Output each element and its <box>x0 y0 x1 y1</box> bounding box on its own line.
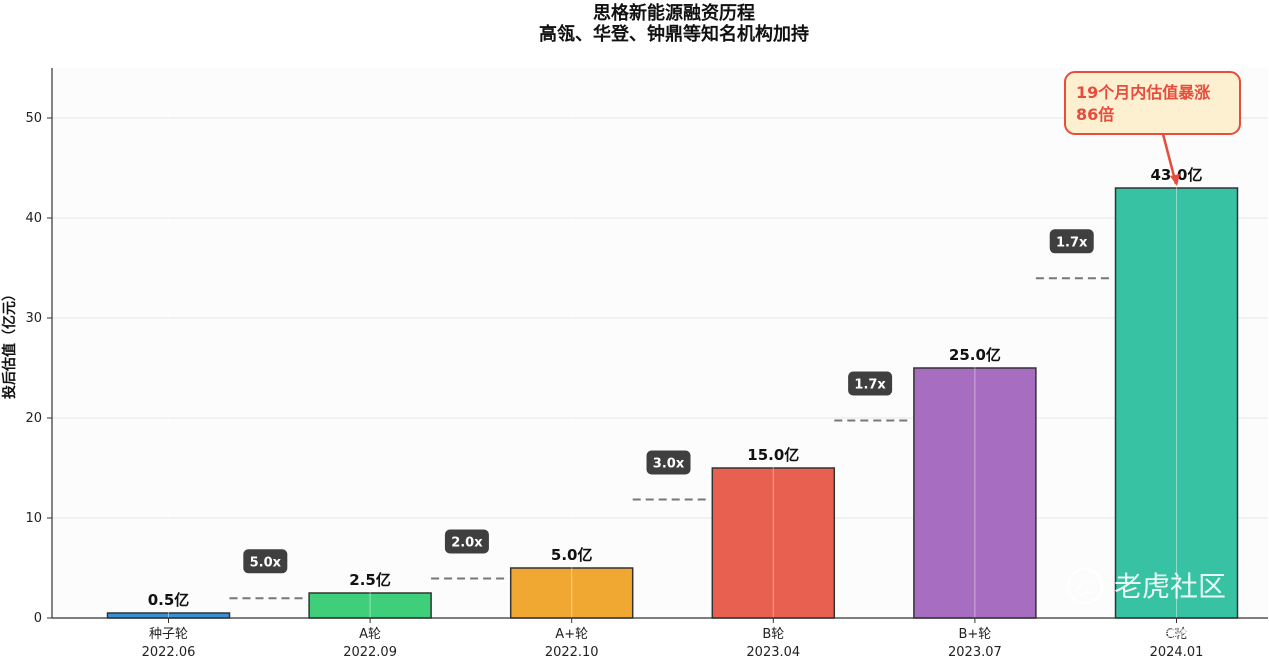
annotation-line-1: 19个月内估值暴涨 <box>1076 83 1210 102</box>
bars <box>106 187 1239 619</box>
annotation-line-2: 86倍 <box>1076 105 1114 124</box>
multiplier-badges: 5.0x 2.0x 3.0x 1.7x 1.7x <box>243 229 1094 574</box>
bar-4 <box>913 367 1037 619</box>
multiplier-badge <box>444 529 489 554</box>
value-label: 0.5亿 <box>148 591 190 609</box>
growth-annotation: 19个月内估值暴涨 86倍 <box>1064 71 1241 186</box>
y-tick-label: 50 <box>25 111 42 126</box>
watermark-logo-mark <box>1075 580 1095 597</box>
multiplier-label: 1.7x <box>1056 235 1088 250</box>
bar-2 <box>509 567 634 619</box>
x-tick-category: B轮 <box>762 627 784 642</box>
x-tick-category: C轮 <box>1165 627 1187 642</box>
multiplier-label: 5.0x <box>250 555 282 570</box>
axes <box>51 68 1268 619</box>
plot-area <box>52 68 1268 618</box>
multiplier-label: 1.7x <box>854 378 886 393</box>
multiplier-badge <box>243 549 288 574</box>
y-tick-label: 0 <box>34 611 42 626</box>
x-tick-category: A轮 <box>359 627 381 642</box>
chart-subtitle: 高瓴、华登、钟鼎等知名机构加持 <box>539 23 809 45</box>
multiplier-label: 3.0x <box>653 457 685 472</box>
x-tick-date: 2023.04 <box>746 645 800 658</box>
value-label: 5.0亿 <box>551 546 593 564</box>
chart-title: 思格新能源融资历程 <box>593 2 755 24</box>
bar-3 <box>711 467 836 619</box>
value-label: 2.5亿 <box>349 571 391 589</box>
bar-1 <box>308 592 432 619</box>
multiplier-badge <box>646 450 691 475</box>
vertical-grid <box>168 68 1177 618</box>
y-tick-label: 30 <box>25 311 42 326</box>
x-tick-date: 2022.10 <box>545 645 599 658</box>
x-tick-category: B+轮 <box>958 627 991 642</box>
x-tick-category: 种子轮 <box>149 627 188 642</box>
value-label: 15.0亿 <box>747 446 799 464</box>
y-axis-label: 投后估值（亿元） <box>1 287 18 399</box>
watermark: 老虎社区 @金融套娴客 <box>1067 568 1226 640</box>
multiplier-badge <box>1049 229 1094 254</box>
x-tick-date: 2022.06 <box>142 645 196 658</box>
annotation-box <box>1064 71 1241 135</box>
x-tick-labels: 种子轮 2022.06 A轮 2022.09 A+轮 2022.10 B轮 2023.04 B+… <box>142 618 1204 658</box>
y-tick-label: 40 <box>25 211 42 226</box>
watermark-author: @金融套娴客 <box>1115 622 1205 640</box>
y-tick-labels: 0 10 20 30 40 50 <box>25 111 52 626</box>
y-tick-label: 10 <box>25 511 42 526</box>
x-tick-date: 2024.01 <box>1150 645 1204 658</box>
x-tick-date: 2022.09 <box>343 645 397 658</box>
multiplier-badge <box>848 371 893 396</box>
bar-5 <box>1114 187 1239 619</box>
value-label: 25.0亿 <box>949 346 1001 364</box>
y-tick-label: 20 <box>25 411 42 426</box>
watermark-logo-icon <box>1067 568 1103 604</box>
x-tick-date: 2023.07 <box>948 645 1002 658</box>
watermark-brand: 老虎社区 <box>1114 570 1226 603</box>
grid <box>52 117 1268 519</box>
multiplier-label: 2.0x <box>451 536 483 551</box>
x-tick-category: A+轮 <box>555 627 588 642</box>
annotation-arrow-head <box>1170 174 1180 186</box>
